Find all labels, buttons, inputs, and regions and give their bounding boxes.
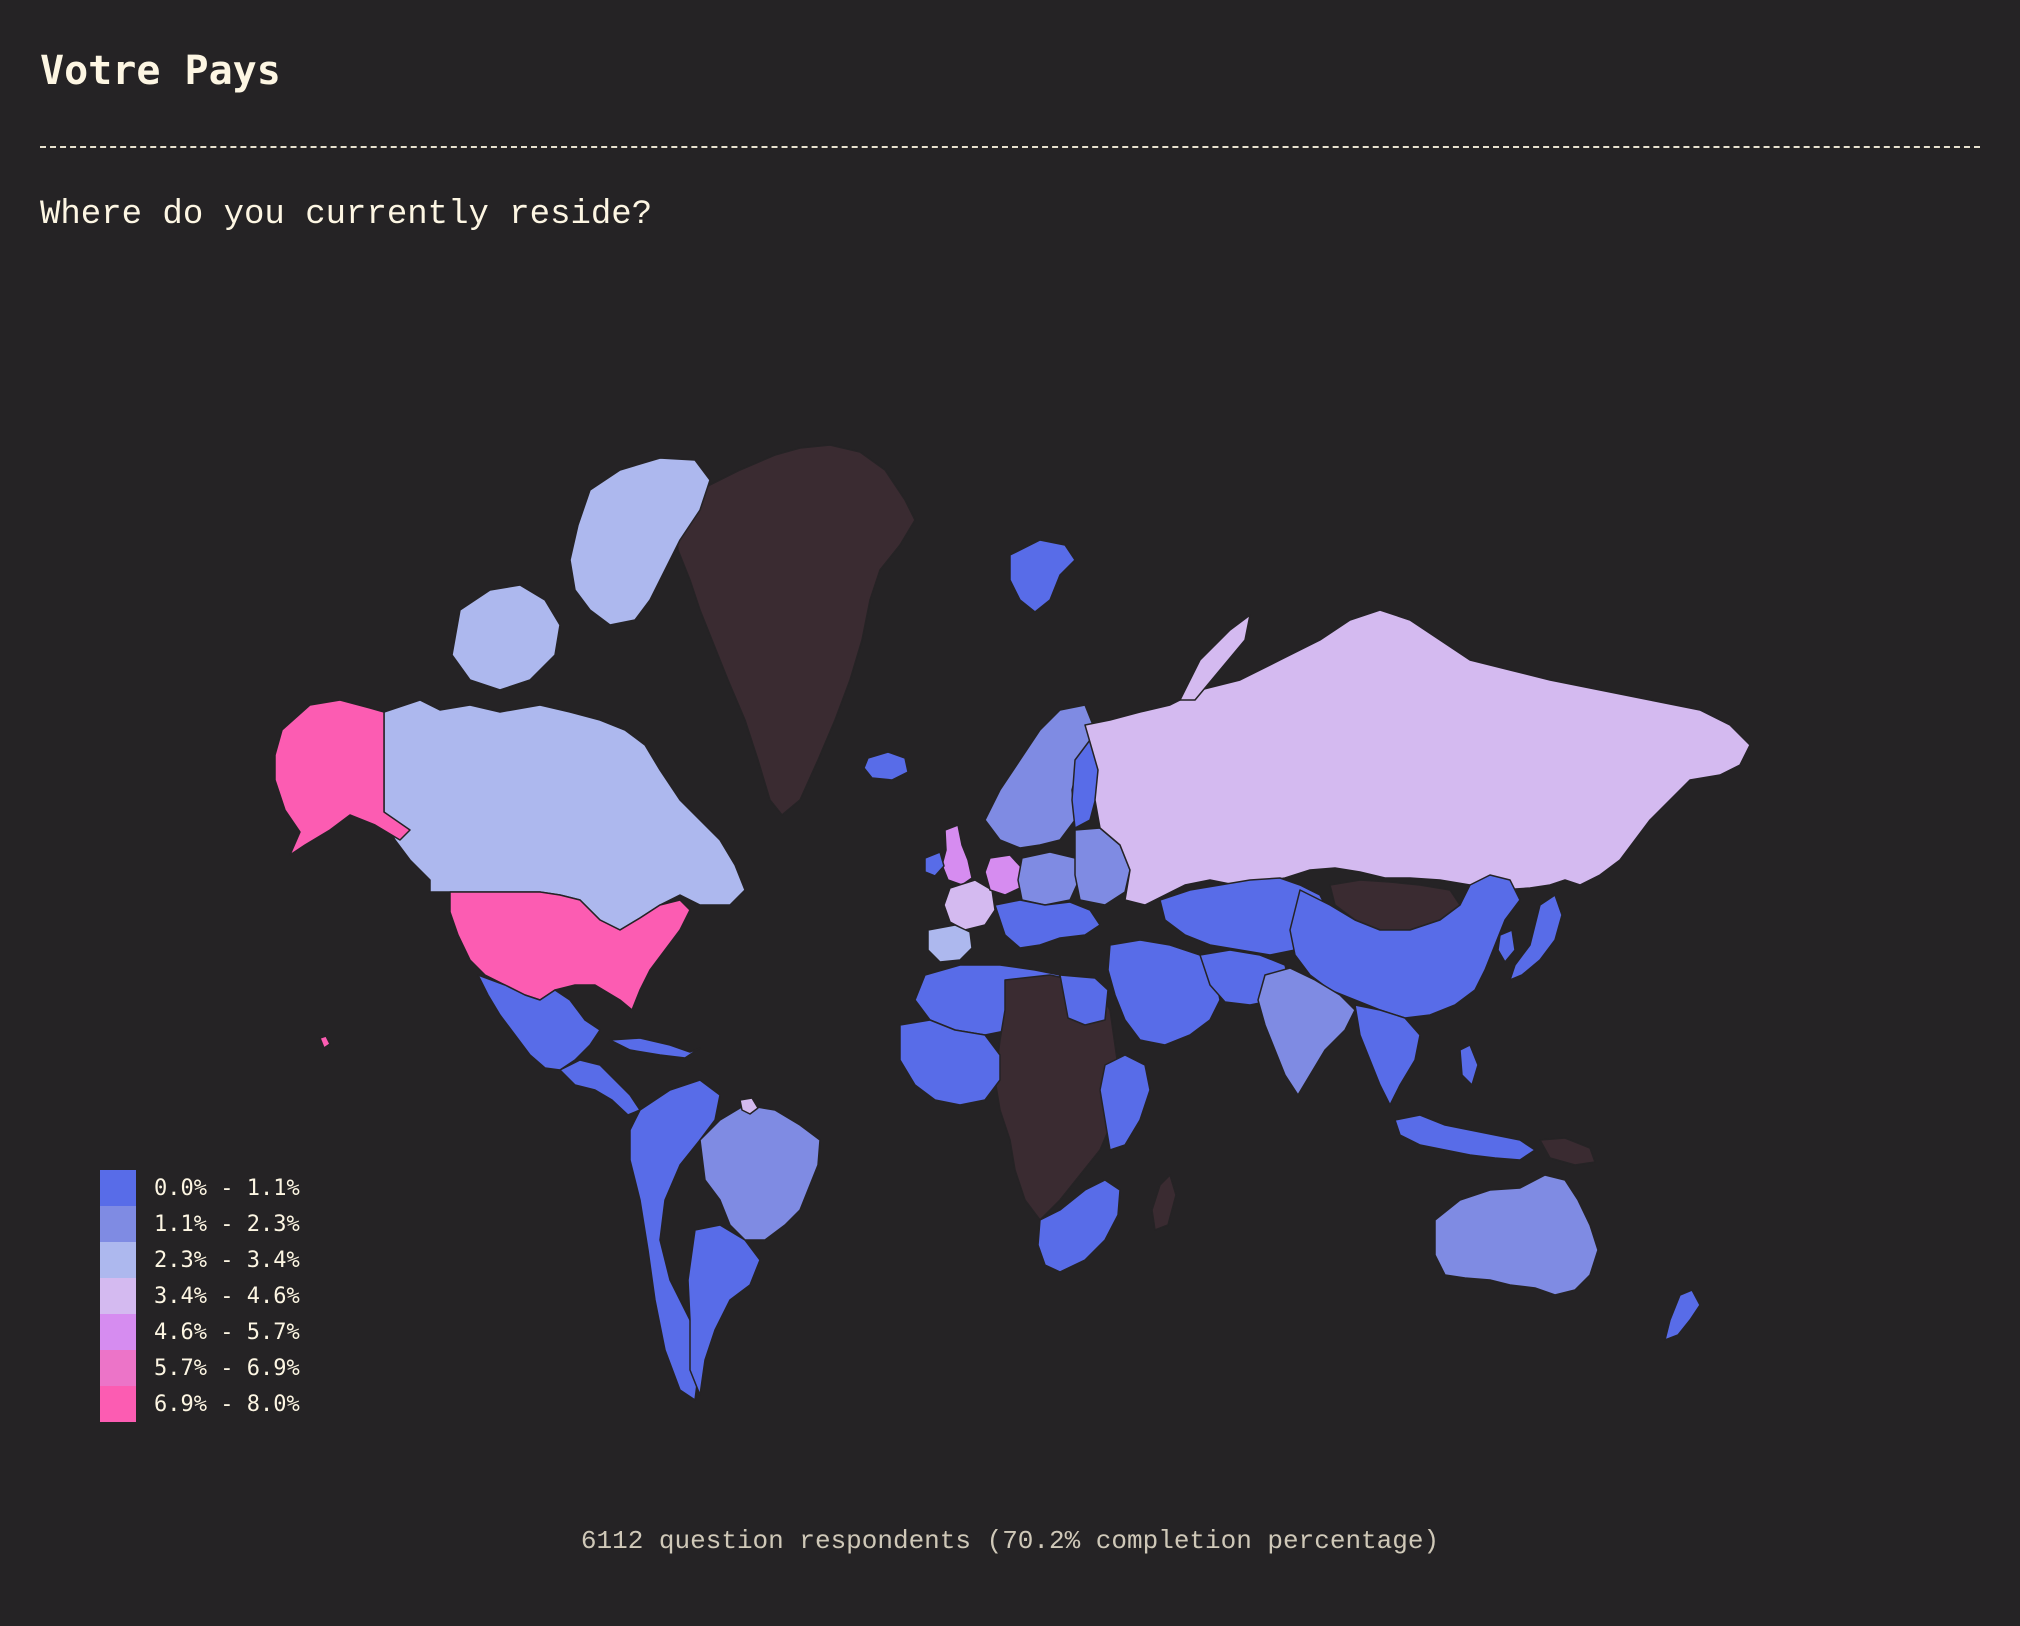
map-region-iberia[interactable] bbox=[927, 924, 973, 963]
map-region-southern-cone[interactable] bbox=[687, 1224, 761, 1396]
legend-item: 5.7% - 6.9% bbox=[100, 1350, 360, 1386]
legend-label: 3.4% - 4.6% bbox=[154, 1283, 300, 1309]
map-region-germany[interactable] bbox=[984, 854, 1023, 896]
legend-label: 1.1% - 2.3% bbox=[154, 1211, 300, 1237]
legend-label: 5.7% - 6.9% bbox=[154, 1355, 300, 1381]
map-region-korea[interactable] bbox=[1497, 929, 1516, 963]
map-region-japan[interactable] bbox=[1509, 894, 1563, 981]
map-region-caribbean[interactable] bbox=[609, 1037, 701, 1059]
legend-label: 0.0% - 1.1% bbox=[154, 1175, 300, 1201]
page-title: Votre Pays bbox=[40, 48, 281, 94]
legend-label: 2.3% - 3.4% bbox=[154, 1247, 300, 1273]
map-region-india[interactable] bbox=[1257, 967, 1356, 1096]
map-region-brazil[interactable] bbox=[699, 1104, 821, 1241]
legend-item: 0.0% - 1.1% bbox=[100, 1170, 360, 1206]
legend-swatch bbox=[100, 1278, 136, 1314]
legend-item: 3.4% - 4.6% bbox=[100, 1278, 360, 1314]
map-region-canada-islands[interactable] bbox=[451, 584, 561, 691]
question-text: Where do you currently reside? bbox=[40, 196, 653, 234]
map-region-madagascar[interactable] bbox=[1151, 1174, 1177, 1231]
map-region-middle-east[interactable] bbox=[1107, 939, 1221, 1046]
map-region-australia[interactable] bbox=[1434, 1174, 1599, 1296]
legend-swatch bbox=[100, 1314, 136, 1350]
map-region-alaska[interactable] bbox=[274, 699, 411, 856]
map-region-mexico[interactable] bbox=[477, 974, 601, 1071]
map-region-svalbard[interactable] bbox=[1009, 539, 1076, 613]
map-region-united-states[interactable] bbox=[449, 891, 691, 1011]
map-region-russia-arctic[interactable] bbox=[1179, 614, 1251, 701]
legend-swatch bbox=[100, 1170, 136, 1206]
map-region-canada-arctic[interactable] bbox=[569, 457, 711, 626]
map-region-philippines[interactable] bbox=[1459, 1044, 1479, 1086]
map-region-indonesia-philippines[interactable] bbox=[1394, 1114, 1536, 1161]
legend-label: 6.9% - 8.0% bbox=[154, 1391, 300, 1417]
map-legend: 0.0% - 1.1% 1.1% - 2.3% 2.3% - 3.4% 3.4% - … bbox=[100, 1170, 360, 1422]
map-region-west-africa[interactable] bbox=[899, 1019, 1001, 1106]
map-region-new-zealand[interactable] bbox=[1664, 1289, 1701, 1341]
legend-item: 1.1% - 2.3% bbox=[100, 1206, 360, 1242]
legend-item: 4.6% - 5.7% bbox=[100, 1314, 360, 1350]
map-region-united-kingdom[interactable] bbox=[941, 824, 973, 886]
map-region-greenland[interactable] bbox=[674, 444, 916, 816]
map-region-east-africa[interactable] bbox=[1099, 1054, 1151, 1151]
legend-swatch bbox=[100, 1386, 136, 1422]
legend-swatch bbox=[100, 1350, 136, 1386]
respondents-summary: 6112 question respondents (70.2% complet… bbox=[580, 1526, 1440, 1556]
map-region-hawaii[interactable] bbox=[319, 1035, 331, 1049]
map-region-central-europe[interactable] bbox=[1017, 851, 1081, 906]
map-region-france[interactable] bbox=[943, 879, 996, 931]
map-region-canada[interactable] bbox=[383, 699, 746, 931]
legend-swatch bbox=[100, 1206, 136, 1242]
map-region-southern-africa[interactable] bbox=[1037, 1179, 1121, 1273]
map-region-russia[interactable] bbox=[1084, 609, 1751, 906]
legend-item: 2.3% - 3.4% bbox=[100, 1242, 360, 1278]
map-region-iceland[interactable] bbox=[863, 751, 909, 781]
map-region-papua-new-guinea[interactable] bbox=[1539, 1137, 1596, 1166]
map-region-southeast-asia[interactable] bbox=[1354, 1004, 1421, 1106]
legend-label: 4.6% - 5.7% bbox=[154, 1319, 300, 1345]
map-region-central-america[interactable] bbox=[559, 1059, 641, 1116]
legend-item: 6.9% - 8.0% bbox=[100, 1386, 360, 1422]
map-region-ireland[interactable] bbox=[924, 851, 945, 877]
map-region-egypt[interactable] bbox=[1059, 974, 1109, 1026]
map-region-guianas[interactable] bbox=[739, 1097, 759, 1115]
dashed-divider bbox=[40, 146, 1980, 148]
map-region-southern-europe[interactable] bbox=[994, 899, 1101, 949]
legend-swatch bbox=[100, 1242, 136, 1278]
